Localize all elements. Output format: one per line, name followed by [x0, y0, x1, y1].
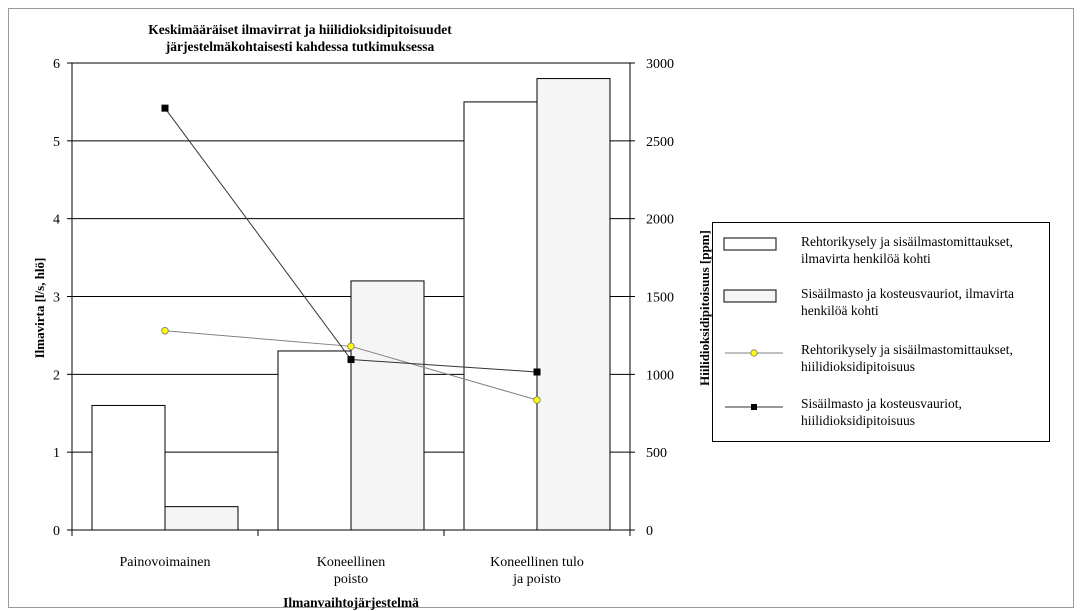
x-tick-label: ja poisto — [512, 572, 561, 587]
x-tick-label: Koneellinen — [317, 555, 385, 570]
data-point — [347, 356, 355, 364]
legend-swatch-line-2 — [725, 404, 783, 410]
x-axis-label: Ilmanvaihtojärjestelmä — [283, 595, 419, 610]
legend-swatch-bar-1 — [723, 237, 777, 251]
legend-label-3: Rehtorikysely ja sisäilmastomittaukset, h… — [801, 342, 1013, 374]
data-point — [533, 368, 541, 376]
legend-swatch-line-1 — [725, 349, 783, 357]
data-point — [533, 396, 541, 404]
legend-item-line-2: Sisäilmasto ja kosteusvauriot, hiilidioks… — [713, 395, 1049, 439]
chart-title-line-1: Keskimääräiset ilmavirrat ja hiilidioksi… — [148, 22, 452, 37]
bar — [350, 280, 425, 531]
bar — [277, 350, 352, 531]
y-tick-label: 0 — [53, 524, 60, 539]
bar — [463, 101, 538, 531]
y2-tick-label: 2000 — [646, 213, 674, 228]
x-tick-label: poisto — [334, 572, 368, 587]
legend-label-2: Sisäilmasto ja kosteusvauriot, ilmavirta… — [801, 286, 1014, 318]
y-tick-label: 6 — [53, 57, 60, 72]
chart-legend: Rehtorikysely ja sisäilmastomittaukset, i… — [712, 222, 1050, 442]
x-tick-label: Koneellinen tulo — [490, 555, 584, 570]
y2-tick-label: 0 — [646, 524, 653, 539]
y2-tick-label: 2500 — [646, 135, 674, 150]
legend-item-bar-1: Rehtorikysely ja sisäilmastomittaukset, i… — [713, 233, 1049, 277]
y-tick-label: 1 — [53, 446, 60, 461]
y-tick-label: 5 — [53, 135, 60, 150]
bar — [164, 506, 239, 531]
legend-item-line-1: Rehtorikysely ja sisäilmastomittaukset, h… — [713, 341, 1049, 385]
bar — [91, 404, 166, 531]
chart-title-line-2: järjestelmäkohtaisesti kahdessa tutkimuk… — [165, 39, 435, 54]
data-point — [347, 342, 355, 351]
y-tick-label: 2 — [53, 368, 60, 383]
data-point — [161, 104, 169, 112]
legend-label-1: Rehtorikysely ja sisäilmastomittaukset, i… — [801, 234, 1013, 266]
legend-item-bar-2: Sisäilmasto ja kosteusvauriot, ilmavirta… — [713, 285, 1049, 329]
x-tick-label: Painovoimainen — [120, 555, 211, 570]
y2-tick-label: 1000 — [646, 368, 674, 383]
data-point — [161, 327, 169, 335]
y2-tick-label: 3000 — [646, 57, 674, 72]
y-tick-label: 4 — [53, 213, 60, 228]
chart-frame — [8, 8, 1074, 608]
legend-label-4: Sisäilmasto ja kosteusvauriot, hiilidioks… — [801, 396, 962, 428]
bar — [536, 78, 611, 531]
y-tick-label: 3 — [53, 291, 60, 306]
y2-tick-label: 1500 — [646, 291, 674, 306]
y2-tick-label: 500 — [646, 446, 667, 461]
y2-axis-label: Hiilidioksidipitoisuus [ppm] — [697, 230, 712, 386]
legend-swatch-bar-2 — [723, 289, 777, 303]
y-axis-label: Ilmavirta [l/s, hlö] — [32, 257, 47, 359]
